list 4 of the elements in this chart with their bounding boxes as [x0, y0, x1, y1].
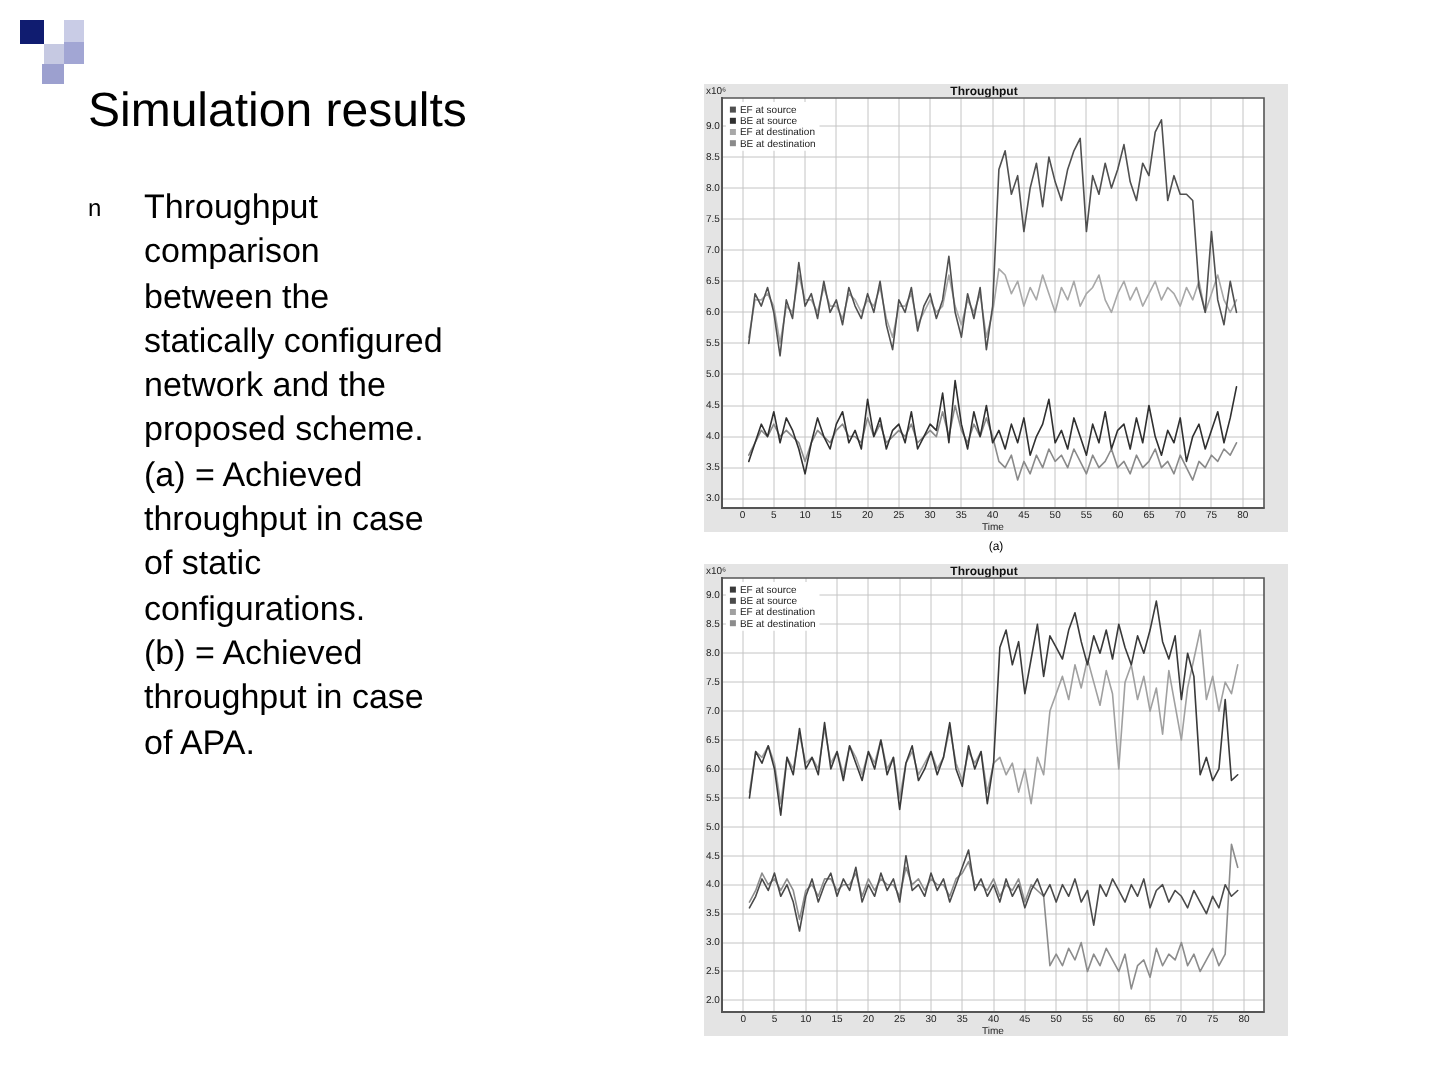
text: Throughput comparison between the statically configured network and the proposed scheme. (a) = Achieved throughput in case of static configurations. [144, 188, 443, 628]
text: (b) = Achieved throughput in case of APA. [144, 631, 426, 766]
text: Simulation results [88, 84, 467, 140]
text: n [88, 194, 102, 222]
